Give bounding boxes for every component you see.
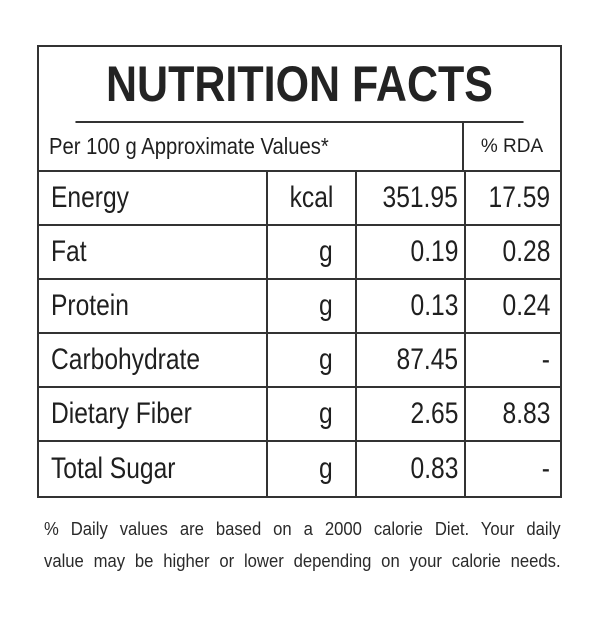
nutrient-unit: g [266,226,355,278]
nutrient-name: Energy [51,181,129,214]
nutrient-unit: g [266,334,355,386]
nutrient-row-fat: Fat g 0.19 0.28 [39,226,560,280]
nutrient-unit: kcal [266,172,355,224]
nutrient-row-protein: Protein g 0.13 0.24 [39,280,560,334]
nutrient-value: 87.45 [355,334,464,386]
nutrient-unit: g [266,388,355,440]
nutrient-unit: g [266,442,355,496]
serving-basis-label: Per 100 g Approximate Values* [49,133,329,159]
nutrient-row-dietary-fiber: Dietary Fiber g 2.65 8.83 [39,388,560,442]
nutrient-name: Protein [51,289,129,322]
nutrient-unit: g [266,280,355,332]
footnote-line: % Daily values are based on a 2000 calor… [44,518,561,539]
nutrient-rda: 8.83 [464,388,560,440]
nutrition-facts-panel: NUTRITION FACTS Per 100 g Approximate Va… [37,45,562,498]
nutrient-value: 2.65 [355,388,464,440]
nutrient-value: 0.19 [355,226,464,278]
nutrient-value: 351.95 [355,172,464,224]
nutrient-name: Fat [51,235,87,268]
nutrient-row-total-sugar: Total Sugar g 0.83 - [39,442,560,496]
nutrient-name: Carbohydrate [51,343,201,376]
nutrient-rda: 0.28 [464,226,560,278]
nutrient-row-carbohydrate: Carbohydrate g 87.45 - [39,334,560,388]
nutrient-rda: - [464,442,560,496]
serving-header-row: Per 100 g Approximate Values* % RDA [39,123,560,172]
nutrient-value: 0.13 [355,280,464,332]
nutrient-value: 0.83 [355,442,464,496]
rda-column-header: % RDA [462,123,560,170]
nutrient-rda: 17.59 [464,172,560,224]
nutrient-rda: - [464,334,560,386]
nutrient-name: Dietary Fiber [51,397,192,430]
nutrient-row-energy: Energy kcal 351.95 17.59 [39,172,560,226]
nutrient-rda: 0.24 [464,280,560,332]
nutrient-name: Total Sugar [51,452,176,485]
footnote-line: value may be higher or lower depending o… [44,550,561,571]
nutrition-facts-title: NUTRITION FACTS [75,47,524,123]
daily-values-footnote: % Daily values are based on a 2000 calor… [44,513,564,577]
